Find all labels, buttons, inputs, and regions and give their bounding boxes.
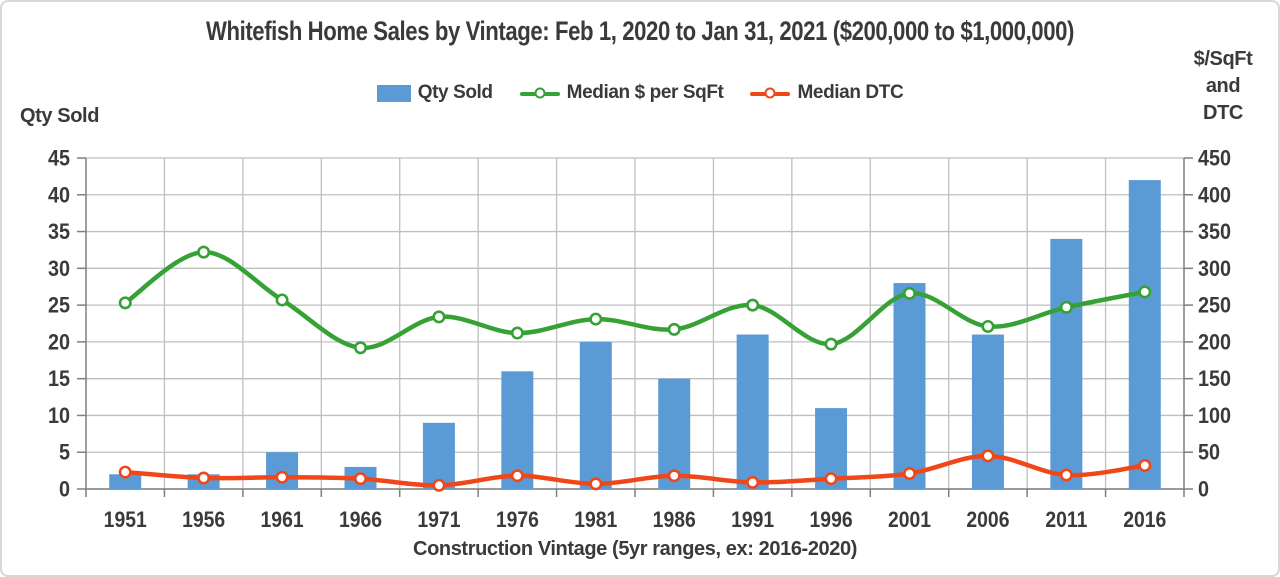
bar-1991 <box>736 334 769 489</box>
x-axis-tick-label: 2016 <box>1123 508 1166 532</box>
x-axis-tick-label: 2001 <box>888 508 931 532</box>
x-axis-tick-label: 1966 <box>339 508 382 532</box>
marker-median-dtc2016 <box>1138 458 1152 472</box>
right-axis-tick-label: 150 <box>1198 367 1231 391</box>
marker-median-per-sqft1991 <box>746 298 760 312</box>
bar-swatch-icon <box>376 84 411 102</box>
bar-2001 <box>893 283 926 489</box>
bars-qty-sold <box>109 180 1161 490</box>
legend-label-median-sqft: Median $ per SqFt <box>566 82 724 103</box>
chart-title: Whitefish Home Sales by Vintage: Feb 1, … <box>206 16 1074 46</box>
marker-median-per-sqft1981 <box>589 312 603 326</box>
line-marker-swatch-icon <box>519 87 560 100</box>
marker-median-per-sqft1951 <box>118 296 132 310</box>
marker-median-per-sqft1996 <box>824 337 838 351</box>
x-axis-tick-label: 1991 <box>731 508 774 532</box>
x-axis-tick-label: 1956 <box>182 508 225 532</box>
marker-median-per-sqft1976 <box>510 326 524 340</box>
bar-1971 <box>422 422 455 489</box>
line-marker-swatch-icon <box>750 87 791 100</box>
left-axis-tick-label: 40 <box>48 183 70 207</box>
marker-median-dtc1986 <box>667 469 681 483</box>
right-axis-tick-label: 400 <box>1198 183 1231 207</box>
bar-1981 <box>579 341 612 489</box>
marker-median-per-sqft2011 <box>1059 300 1073 314</box>
marker-median-dtc1951 <box>118 465 132 479</box>
right-axis-tick-label: 50 <box>1198 441 1220 465</box>
right-axis-title: $/SqFt and DTC <box>1193 48 1253 124</box>
x-axis-tick-label: 1971 <box>417 508 460 532</box>
marker-median-dtc1971 <box>432 478 446 492</box>
legend-item-qty-sold: Qty Sold <box>376 82 493 104</box>
left-axis-tick-label: 20 <box>48 330 70 354</box>
marker-median-per-sqft2016 <box>1138 285 1152 299</box>
right-axis-tick-label: 350 <box>1198 220 1231 244</box>
left-axis-tick-label: 10 <box>48 404 70 428</box>
x-axis-tick-label: 1976 <box>496 508 539 532</box>
legend-label-qty-sold: Qty Sold <box>417 82 493 103</box>
marker-median-dtc1956 <box>197 471 211 485</box>
marker-median-per-sqft1956 <box>197 245 211 259</box>
left-axis-tick-label: 15 <box>48 367 70 391</box>
bar-2006 <box>971 334 1004 489</box>
left-axis-title: Qty Sold <box>20 105 100 127</box>
marker-median-dtc1961 <box>275 470 289 484</box>
right-axis-tick-label: 0 <box>1198 478 1209 502</box>
left-axis-tick-label: 30 <box>48 257 70 281</box>
x-axis-tick-label: 1996 <box>810 508 853 532</box>
marker-median-per-sqft1971 <box>432 310 446 324</box>
marker-median-dtc1991 <box>746 475 760 489</box>
left-axis-tick-label: 25 <box>48 294 70 318</box>
marker-median-per-sqft1966 <box>353 341 367 355</box>
marker-median-per-sqft1961 <box>275 293 289 307</box>
marker-median-per-sqft1986 <box>667 322 681 336</box>
x-axis-tick-label: 1986 <box>653 508 696 532</box>
marker-median-dtc2001 <box>902 467 916 481</box>
x-axis-tick-label: 1951 <box>104 508 147 532</box>
right-axis-tick-label: 300 <box>1198 257 1231 281</box>
line-median-dtc <box>118 449 1152 492</box>
left-axis-tick-label: 5 <box>59 441 70 465</box>
left-axis-tick-label: 35 <box>48 220 70 244</box>
marker-median-per-sqft2006 <box>981 319 995 333</box>
marker-median-dtc1996 <box>824 472 838 486</box>
left-axis-tick-label: 45 <box>48 147 70 171</box>
right-axis-tick-label: 450 <box>1198 147 1231 171</box>
marker-median-dtc1981 <box>589 477 603 491</box>
marker-median-dtc2006 <box>981 449 995 463</box>
marker-median-dtc2011 <box>1059 468 1073 482</box>
bar-1951 <box>109 474 142 489</box>
right-axis-tick-label: 200 <box>1198 330 1231 354</box>
x-axis-tick-label: 2011 <box>1045 508 1087 532</box>
legend-label-median-dtc: Median DTC <box>797 82 904 103</box>
x-axis-title: Construction Vintage (5yr ranges, ex: 20… <box>413 538 857 560</box>
x-axis-tick-label: 1981 <box>574 508 617 532</box>
chart-legend: Qty Sold Median $ per SqFt Median DTC <box>2 82 1278 104</box>
marker-median-per-sqft2001 <box>902 286 916 300</box>
left-axis-tick-label: 0 <box>59 478 70 502</box>
line-median-sqft <box>118 245 1152 355</box>
axis-tick-labels: 0 0 5 50 10 100 15 150 20 200 25 250 30 300 35 350 40 400… <box>48 147 1231 533</box>
bar-2011 <box>1050 238 1083 489</box>
x-axis-tick-label: 1961 <box>261 508 304 532</box>
x-axis-tick-label: 2006 <box>966 508 1009 532</box>
bar-2016 <box>1128 180 1161 490</box>
legend-item-median-dtc: Median DTC <box>750 82 904 104</box>
legend-item-median-sqft: Median $ per SqFt <box>519 82 724 104</box>
marker-median-dtc1976 <box>510 469 524 483</box>
right-axis-tick-label: 250 <box>1198 294 1231 318</box>
right-axis-tick-label: 100 <box>1198 404 1231 428</box>
marker-median-dtc1966 <box>353 472 367 486</box>
